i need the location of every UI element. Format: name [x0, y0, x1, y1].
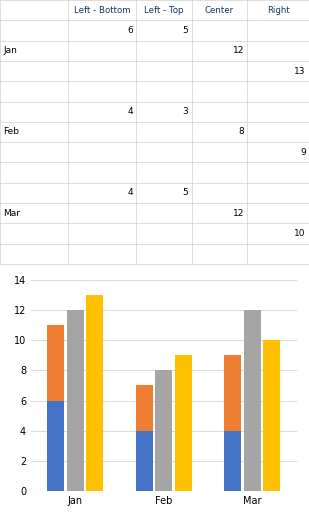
Bar [155, 370, 172, 491]
Bar [224, 431, 241, 491]
Text: Right: Right [267, 6, 290, 15]
Text: Jan: Jan [3, 46, 17, 55]
Bar [86, 295, 103, 491]
Text: Left - Top: Left - Top [144, 6, 184, 15]
Text: 9: 9 [300, 148, 306, 157]
Text: Mar: Mar [3, 209, 20, 218]
Text: Feb: Feb [3, 127, 19, 137]
Bar [47, 325, 64, 401]
Bar [47, 401, 64, 491]
Text: 5: 5 [183, 26, 188, 35]
Bar [244, 310, 261, 491]
Bar [136, 385, 153, 431]
Text: Center: Center [205, 6, 234, 15]
Bar [67, 310, 84, 491]
Text: 12: 12 [233, 46, 244, 55]
Text: Left - Bottom: Left - Bottom [74, 6, 130, 15]
Text: 4: 4 [127, 188, 133, 197]
Bar [175, 355, 192, 491]
Text: 5: 5 [183, 188, 188, 197]
Bar [224, 355, 241, 431]
Text: 6: 6 [127, 26, 133, 35]
Text: 3: 3 [183, 107, 188, 116]
Text: 12: 12 [233, 209, 244, 218]
Text: 4: 4 [127, 107, 133, 116]
Text: 10: 10 [294, 229, 306, 238]
Bar [136, 431, 153, 491]
Text: 8: 8 [238, 127, 244, 137]
Bar [263, 340, 280, 491]
Text: 13: 13 [294, 67, 306, 76]
